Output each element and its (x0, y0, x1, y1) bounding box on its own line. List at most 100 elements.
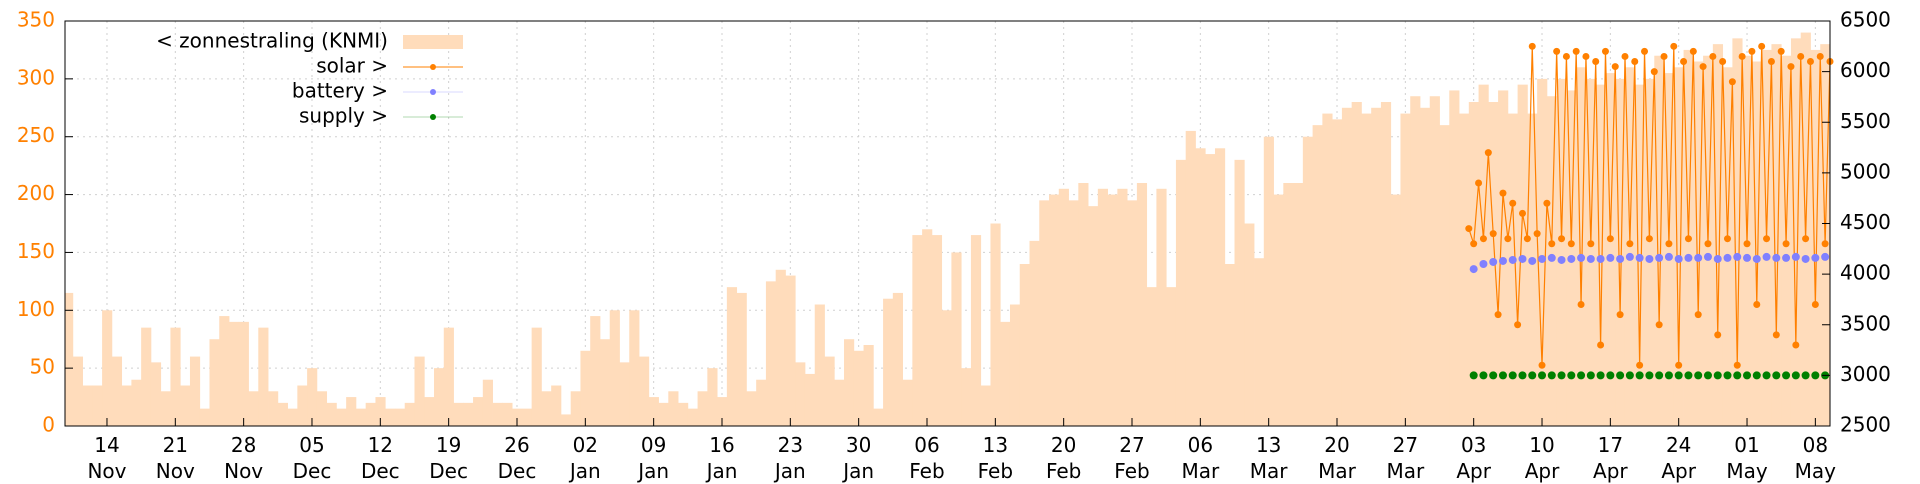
y-tick-label: 200 (17, 181, 55, 205)
point (1806, 58, 1814, 65)
area-bar (1322, 113, 1333, 427)
area-bar (1185, 130, 1196, 426)
point (1816, 52, 1824, 60)
point (1626, 240, 1634, 248)
point (1484, 149, 1492, 157)
area-bar (1078, 183, 1089, 426)
area-bar (1088, 206, 1099, 426)
area-bar (1654, 55, 1665, 426)
legend-label: < zonnestraling (KNMI) (156, 29, 388, 53)
area-bar (1644, 78, 1655, 426)
y2-tick-label: 5500 (1840, 109, 1891, 133)
point (1723, 253, 1732, 262)
point (1518, 254, 1527, 263)
area-bar (1751, 61, 1763, 426)
point (1641, 47, 1649, 55)
area-bar (931, 235, 943, 426)
point (1792, 341, 1800, 349)
area-bar (394, 408, 406, 426)
area-bar (599, 339, 611, 426)
area-bar (1273, 194, 1284, 426)
area-bar (1380, 102, 1392, 426)
area-bar (1039, 200, 1050, 426)
point (1489, 371, 1498, 380)
point (1694, 253, 1703, 262)
area-bar (736, 292, 747, 426)
area-bar (746, 391, 757, 426)
point (1645, 371, 1654, 380)
point (1469, 371, 1478, 380)
area-bar (1156, 188, 1167, 426)
area-bar (629, 310, 640, 426)
x-tick-label: 02 Jan (569, 433, 601, 483)
point (1504, 235, 1512, 243)
plot-data (65, 32, 1834, 427)
x-tick-label: 21 Nov (155, 433, 195, 483)
area-bar (1234, 159, 1245, 426)
point (1801, 254, 1810, 263)
point (1655, 371, 1664, 380)
plot-frame (64, 20, 1831, 427)
point (1479, 371, 1488, 380)
area-bar (590, 316, 601, 426)
area-bar (473, 397, 484, 426)
area-bar (102, 310, 113, 426)
point (1547, 253, 1556, 262)
area-bar (1302, 136, 1314, 426)
area-bar (990, 223, 1001, 426)
area-bar (492, 402, 503, 426)
point (1577, 253, 1586, 262)
point (1655, 321, 1663, 329)
point (1528, 42, 1536, 50)
point (1601, 47, 1609, 55)
x-tick-label: 16 Jan (706, 433, 738, 483)
area-bar (65, 292, 74, 426)
point (1680, 58, 1688, 65)
area-bar (717, 397, 728, 426)
area-bar (541, 391, 552, 426)
area-bar (1263, 136, 1274, 426)
area-bar (834, 379, 845, 426)
point (1592, 58, 1600, 65)
area-bar (951, 252, 962, 426)
point (1767, 58, 1775, 65)
area-bar (765, 281, 777, 426)
point (1801, 371, 1810, 380)
area-bar (1009, 304, 1021, 426)
area-bar (892, 292, 903, 426)
point (1674, 371, 1683, 380)
point (1625, 371, 1634, 380)
area-bar (883, 298, 894, 426)
point (1538, 361, 1546, 369)
area-bar (756, 379, 767, 426)
area-bar (531, 327, 542, 426)
point (1703, 252, 1712, 261)
point (1616, 311, 1624, 319)
point (1606, 235, 1614, 243)
area-bar (580, 350, 591, 426)
area-bar (1351, 102, 1362, 426)
area-bar (726, 287, 738, 426)
area-bar (1449, 90, 1460, 426)
area-bar (258, 327, 269, 426)
area-bar (219, 316, 230, 426)
area-bar (687, 408, 698, 426)
point (1772, 371, 1781, 380)
area-bar (1097, 188, 1108, 426)
point (1553, 47, 1561, 55)
x-tick-label: 03 Apr (1456, 433, 1491, 483)
x-tick-label: 27 Mar (1386, 433, 1425, 483)
area-bar (1771, 44, 1782, 427)
area-bar (1527, 113, 1538, 427)
area-bar (336, 408, 347, 426)
point (1499, 189, 1507, 197)
area-bar (199, 408, 210, 426)
point (1548, 240, 1556, 248)
point (1694, 311, 1702, 319)
area-bar (795, 362, 806, 426)
area-bar (1693, 61, 1704, 426)
area-bar (385, 408, 396, 426)
area-bar (1478, 84, 1489, 427)
point (1567, 254, 1576, 263)
x-tick-label: 08 May (1794, 433, 1837, 483)
